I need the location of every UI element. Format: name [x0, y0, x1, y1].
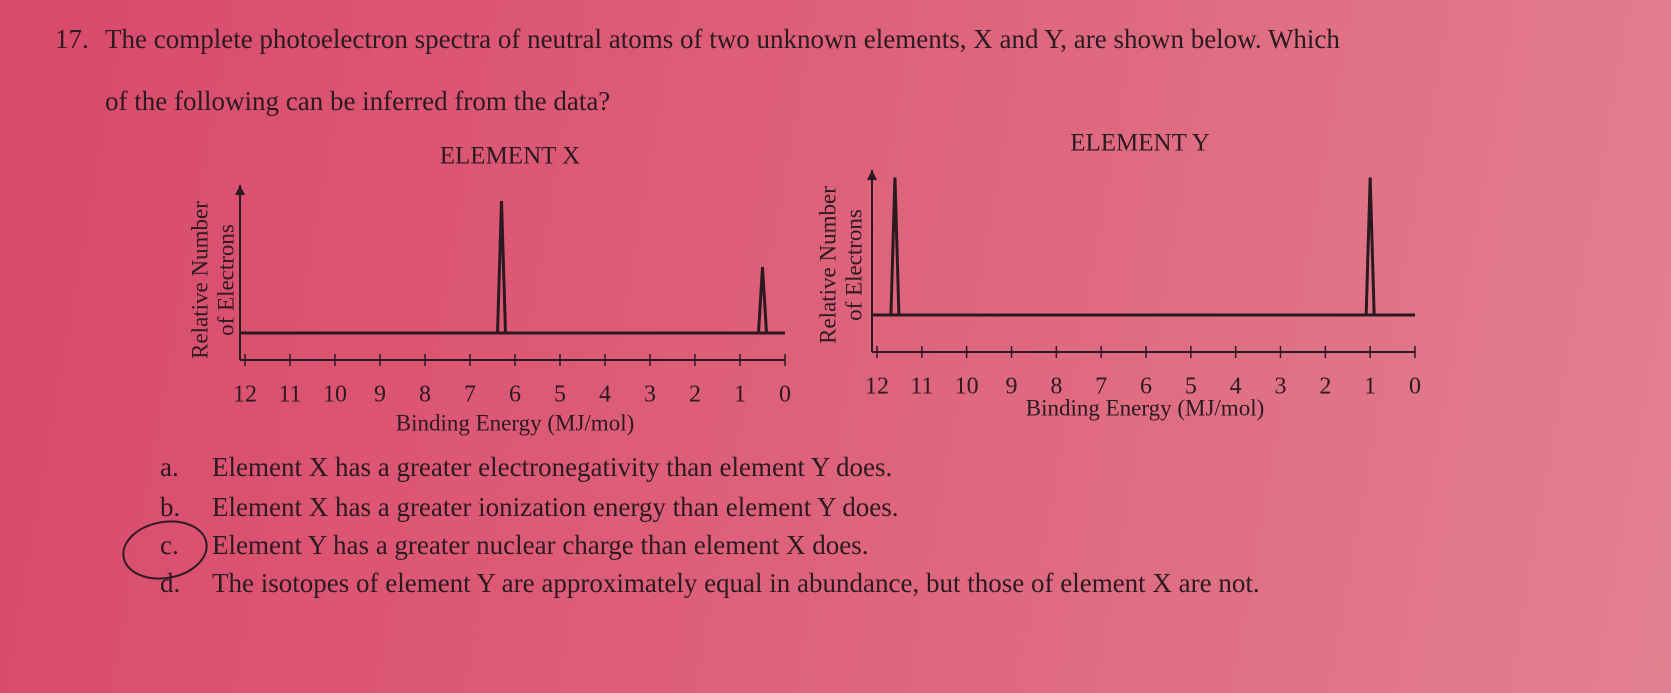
- handwritten-circle: [122, 520, 208, 580]
- x-tick-label: 9: [1006, 374, 1018, 400]
- x-tick-label: 7: [1095, 374, 1107, 400]
- y-axis-label: Relative Number: [187, 201, 212, 359]
- x-tick-label: 2: [689, 382, 701, 408]
- option-letter: b.: [160, 492, 181, 522]
- x-tick-label: 7: [464, 382, 476, 408]
- y-axis-arrow: [235, 185, 245, 195]
- spectrum-peak: [757, 266, 768, 334]
- option-letter: c.: [160, 530, 179, 560]
- y-axis-label: Relative Number: [815, 186, 840, 344]
- x-tick-label: 2: [1319, 374, 1331, 400]
- x-tick-label: 11: [910, 374, 933, 400]
- x-tick-label: 4: [599, 382, 611, 408]
- question-number: 17.: [55, 24, 89, 54]
- chart-title: ELEMENT Y: [1070, 130, 1210, 157]
- x-tick-label: 10: [955, 374, 979, 400]
- x-tick-label: 5: [554, 382, 566, 408]
- x-tick-label: 3: [1275, 374, 1287, 400]
- x-tick-label: 6: [509, 382, 521, 408]
- x-tick-label: 10: [323, 382, 347, 408]
- x-tick-label: 11: [278, 382, 301, 408]
- option-letter: a.: [160, 452, 179, 482]
- x-axis-label: Binding Energy (MJ/mol): [1026, 395, 1265, 420]
- x-tick-label: 1: [1364, 374, 1376, 400]
- option-text: The isotopes of element Y are approximat…: [212, 568, 1260, 598]
- x-tick-label: 9: [374, 382, 386, 408]
- x-tick-label: 3: [644, 382, 656, 408]
- x-tick-label: 12: [233, 382, 257, 408]
- spectrum-peak: [1364, 177, 1376, 316]
- chart-title: ELEMENT X: [440, 143, 581, 170]
- x-tick-label: 8: [1050, 374, 1062, 400]
- x-tick-label: 5: [1185, 374, 1197, 400]
- x-tick-label: 8: [419, 382, 431, 408]
- question-text: The complete photoelectron spectra of ne…: [105, 24, 1340, 54]
- option-text: Element X has a greater ionization energ…: [212, 492, 899, 522]
- spectrum-peak: [496, 200, 507, 334]
- y-axis-label: of Electrons: [841, 209, 866, 321]
- option-text: Element X has a greater electronegativit…: [212, 452, 893, 482]
- x-tick-label: 1: [734, 382, 746, 408]
- y-axis-label: of Electrons: [213, 224, 238, 336]
- x-tick-label: 6: [1140, 374, 1152, 400]
- x-tick-label: 12: [865, 374, 889, 400]
- x-axis-label: Binding Energy (MJ/mol): [396, 410, 635, 435]
- option-text: Element Y has a greater nuclear charge t…: [212, 530, 869, 560]
- x-tick-label: 4: [1230, 374, 1242, 400]
- x-tick-label: 0: [1409, 374, 1421, 400]
- question-text: of the following can be inferred from th…: [105, 86, 611, 116]
- x-tick-label: 0: [779, 382, 791, 408]
- y-axis-arrow: [867, 170, 877, 180]
- spectrum-peak: [889, 177, 901, 316]
